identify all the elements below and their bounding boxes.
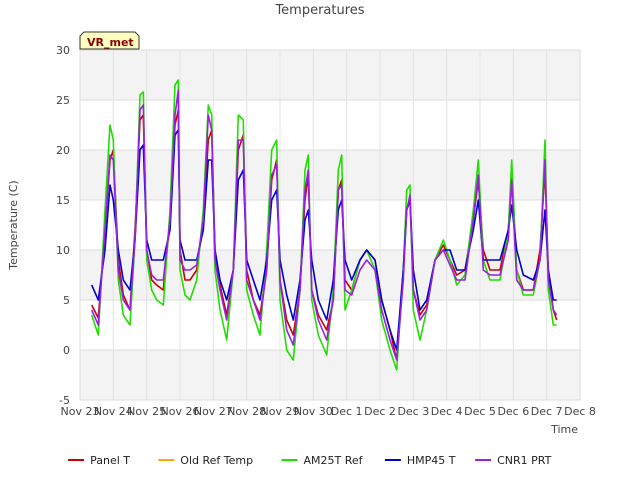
y-tick-label: -5: [59, 394, 70, 407]
site-label-box: VR_met: [79, 31, 140, 50]
x-tick-label: Nov 29: [261, 405, 300, 418]
plot-border: [79, 49, 581, 401]
x-tick-label: Dec 3: [397, 405, 429, 418]
legend-label-old-ref-temp: Old Ref Temp: [180, 454, 253, 467]
series-line-am25t-ref: [90, 79, 557, 371]
x-tick-label: Dec 7: [531, 405, 563, 418]
site-label: VR_met: [87, 36, 134, 49]
series-line-hmp45-t: [90, 129, 557, 351]
y-tick-label: 5: [63, 294, 70, 307]
plot-band: [80, 250, 580, 300]
x-tick-label: Nov 27: [194, 405, 233, 418]
x-tick-label: Nov 30: [294, 405, 333, 418]
legend: Panel T Old Ref Temp AM25T Ref HMP45 T CNR1 …: [68, 454, 552, 467]
site-label-background: [79, 31, 140, 50]
x-tick-label: Dec 5: [464, 405, 496, 418]
y-tick-label: 25: [56, 94, 70, 107]
x-tick-label: Nov 23: [61, 405, 100, 418]
x-axis-title: Time: [550, 423, 578, 436]
x-tick-label: Nov 26: [161, 405, 200, 418]
y-tick-label: 30: [56, 44, 70, 57]
plot-background: [80, 50, 580, 400]
series-layer: [90, 79, 558, 371]
x-tick-label: Dec 4: [431, 405, 463, 418]
series-line-cnr1-prt: [90, 89, 558, 361]
legend-label-panel-t: Panel T: [90, 454, 130, 467]
x-tick-label: Nov 24: [94, 405, 133, 418]
x-tick-label: Nov 25: [127, 405, 166, 418]
y-tick-label: 0: [63, 344, 70, 357]
x-tick-label: Dec 6: [497, 405, 529, 418]
plot-band: [80, 100, 580, 150]
x-tick-label: Nov 28: [227, 405, 266, 418]
y-axis-ticks: -5 0 5 10 15 20 25 30: [56, 44, 70, 407]
plot-band: [80, 200, 580, 250]
chart-title: Temperatures: [274, 3, 364, 18]
legend-label-am25t-ref: AM25T Ref: [304, 454, 364, 467]
plot-band: [80, 50, 580, 100]
y-tick-label: 20: [56, 144, 70, 157]
plot-band: [80, 350, 580, 400]
y-tick-label: 10: [56, 244, 70, 257]
y-tick-label: 15: [56, 194, 70, 207]
plot-band: [80, 150, 580, 200]
y-axis-title: Temperature (C): [7, 180, 20, 270]
x-tick-label: Dec 1: [331, 405, 363, 418]
legend-label-cnr1-prt: CNR1 PRT: [497, 454, 552, 467]
legend-label-hmp45-t: HMP45 T: [407, 454, 456, 467]
x-tick-label: Dec 2: [364, 405, 396, 418]
x-tick-label: Dec 8: [564, 405, 596, 418]
